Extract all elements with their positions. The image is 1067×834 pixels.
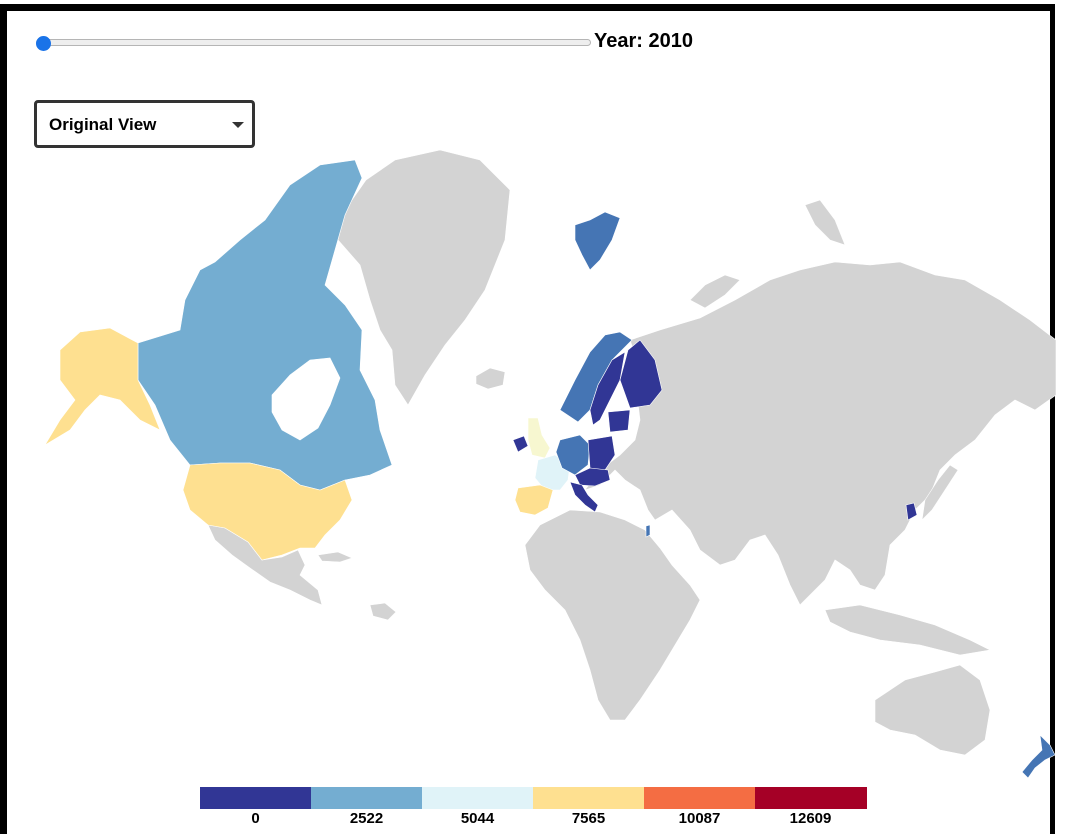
country-caribbean[interactable] [317,551,353,563]
legend-label: 12609 [789,810,832,827]
country-iceland[interactable] [475,367,506,390]
legend-label: 5044 [460,810,495,827]
country-italy[interactable] [569,481,599,513]
year-slider[interactable] [36,36,591,51]
legend-swatch [533,787,644,809]
view-select[interactable]: Original View [34,100,255,148]
no-data-countries [207,149,1057,756]
legend-label: 2522 [349,810,384,827]
app-frame [0,4,1055,834]
country-africa[interactable] [524,509,701,721]
hudson-bay [271,357,341,441]
country-arctic-islands[interactable] [689,274,741,309]
country-norway[interactable] [559,331,633,423]
legend-swatch [200,787,311,809]
country-spain[interactable] [514,484,554,516]
country-poland[interactable] [587,435,616,471]
country-eurasia[interactable] [584,261,1057,606]
chevron-down-icon [232,122,244,128]
color-legend: 0 2522 5044 7565 10087 12609 [200,787,867,831]
legend-label: 10087 [678,810,721,827]
country-alaska[interactable] [44,327,161,446]
country-japan[interactable] [921,464,959,521]
legend-label: 7565 [571,810,606,827]
country-korea[interactable] [905,502,918,521]
country-new-zealand[interactable] [1021,734,1056,779]
legend-label: 0 [251,810,260,827]
country-germany[interactable] [555,434,591,476]
country-finland[interactable] [619,339,663,409]
country-svalbard[interactable] [574,211,621,271]
country-novaya[interactable] [804,199,846,246]
country-greenland[interactable] [337,149,511,406]
country-indonesia[interactable] [824,604,991,656]
country-usa[interactable] [182,462,353,561]
country-colombia[interactable] [369,602,397,621]
legend-swatch [755,787,867,809]
country-baltics[interactable] [607,409,631,433]
data-countries [44,159,1056,779]
legend-swatch [311,787,422,809]
country-israel[interactable] [645,524,651,538]
country-ireland[interactable] [512,435,529,453]
country-uk[interactable] [527,417,551,459]
view-select-value: Original View [49,115,157,134]
year-label: Year: 2010 [594,30,693,52]
year-slider-thumb[interactable] [36,36,51,51]
legend-swatch [422,787,533,809]
legend-swatch [644,787,755,809]
country-australia[interactable] [874,664,991,756]
